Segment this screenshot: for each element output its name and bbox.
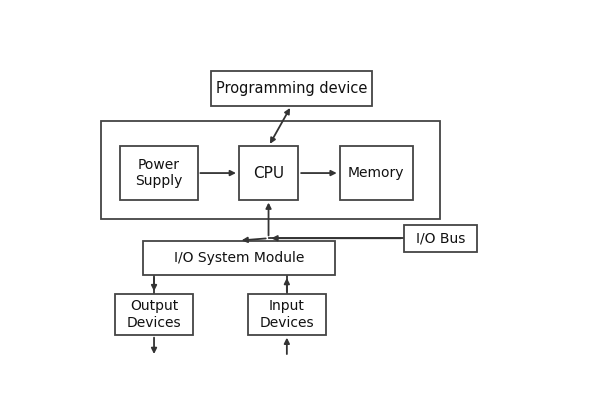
Bar — [239, 146, 298, 200]
Text: Output
Devices: Output Devices — [126, 299, 181, 330]
Text: CPU: CPU — [253, 166, 284, 181]
Text: I/O Bus: I/O Bus — [415, 231, 465, 245]
Bar — [248, 294, 326, 335]
Bar — [212, 71, 372, 106]
Bar — [404, 225, 477, 252]
Text: Input
Devices: Input Devices — [259, 299, 314, 330]
Text: Memory: Memory — [348, 166, 404, 180]
Bar — [102, 121, 440, 219]
Bar — [142, 241, 335, 275]
Text: Programming device: Programming device — [216, 81, 367, 96]
Bar — [115, 294, 193, 335]
Bar — [119, 146, 197, 200]
Bar — [339, 146, 413, 200]
Text: Power
Supply: Power Supply — [135, 158, 182, 188]
Text: I/O System Module: I/O System Module — [174, 251, 304, 265]
